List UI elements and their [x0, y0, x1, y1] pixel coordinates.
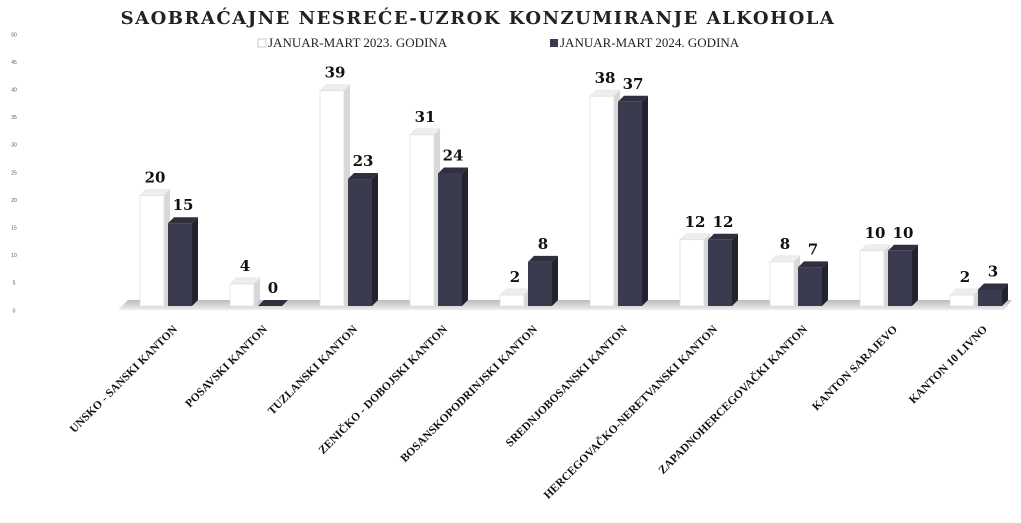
y-tick-label: 50	[11, 32, 17, 38]
bar	[859, 250, 885, 307]
x-tick-label: HERCEGOVAČKO-NERETVANSKI KANTON	[540, 322, 720, 502]
value-label: 2	[510, 268, 520, 286]
bar-side	[1002, 283, 1008, 306]
bar	[708, 239, 732, 306]
y-tick-label: 45	[11, 60, 17, 66]
x-tick-label: UNSKO - SANSKI KANTON	[68, 323, 181, 436]
value-label: 4	[240, 257, 250, 275]
bar	[798, 267, 822, 306]
y-tick-label: 40	[11, 88, 17, 94]
bar	[888, 250, 912, 306]
chart-title: SAOBRAĆAJNE NESREĆE-UZROK KONZUMIRANJE A…	[121, 6, 836, 29]
bar	[409, 134, 435, 307]
value-label: 15	[173, 196, 194, 214]
bar-top	[978, 283, 1008, 290]
value-label: 37	[623, 75, 644, 93]
bar	[528, 261, 552, 306]
bar-side	[552, 255, 558, 306]
y-tick-label: 30	[11, 143, 17, 149]
bar-top	[528, 255, 558, 262]
value-label: 23	[353, 152, 374, 170]
bar-side	[822, 261, 828, 306]
y-tick-label: 25	[11, 170, 17, 176]
value-label: 38	[595, 69, 616, 87]
value-label: 12	[685, 213, 706, 231]
bar-side	[912, 244, 918, 306]
bar-top	[708, 233, 738, 240]
bar	[499, 294, 525, 307]
bar	[229, 283, 255, 307]
value-label: 3	[988, 262, 998, 280]
bar	[168, 223, 192, 306]
bar	[348, 179, 372, 306]
bar-side	[254, 277, 260, 306]
y-tick-label: 0	[13, 308, 16, 314]
bar-top	[438, 167, 468, 174]
bar-side	[372, 173, 378, 306]
bar-side	[642, 95, 648, 306]
bar-side	[462, 167, 468, 306]
bar-top	[798, 261, 828, 268]
legend-swatch	[257, 38, 267, 48]
bar	[438, 173, 462, 306]
y-tick-label: 35	[11, 115, 17, 121]
bar	[769, 261, 795, 307]
bar	[949, 294, 975, 307]
bar-top	[348, 173, 378, 180]
bar	[319, 90, 345, 307]
value-label: 39	[325, 64, 346, 82]
value-label: 10	[865, 224, 886, 242]
value-label: 10	[893, 224, 914, 242]
x-tick-label: POSAVSKI KANTON	[183, 323, 270, 410]
legend-swatch	[550, 39, 558, 47]
x-tick-label: KANTON 10 LIVNO	[907, 323, 990, 406]
bar	[139, 195, 165, 307]
legend-label: JANUAR-MART 2024. GODINA	[560, 35, 740, 50]
y-tick-label: 15	[11, 226, 17, 232]
x-tick-label: TUZLANSKI KANTON	[266, 323, 360, 417]
legend-label: JANUAR-MART 2023. GODINA	[268, 35, 448, 50]
y-tick-label: 5	[13, 281, 16, 287]
x-tick-label: ZAPADNOHERCEGOVAČKI KANTON	[655, 322, 810, 477]
value-label: 24	[443, 147, 464, 165]
value-label: 0	[268, 279, 278, 297]
bar-top	[618, 95, 648, 102]
value-label: 8	[538, 235, 548, 253]
bar-side	[732, 233, 738, 306]
x-tick-label: KANTON SARAJEVO	[810, 323, 900, 413]
bar-top	[888, 244, 918, 251]
bar	[618, 101, 642, 306]
value-label: 2	[960, 268, 970, 286]
y-tick-label: 10	[11, 253, 17, 259]
value-label: 12	[713, 213, 734, 231]
value-label: 31	[415, 108, 436, 126]
bar-top	[258, 300, 288, 306]
value-label: 7	[808, 240, 818, 258]
value-label: 20	[145, 169, 166, 187]
bar-top	[168, 217, 198, 224]
value-label: 8	[780, 235, 790, 253]
bar-side	[192, 217, 198, 306]
bar	[589, 95, 615, 307]
bar	[978, 289, 1002, 306]
bar	[679, 239, 705, 307]
y-tick-label: 20	[11, 198, 17, 204]
